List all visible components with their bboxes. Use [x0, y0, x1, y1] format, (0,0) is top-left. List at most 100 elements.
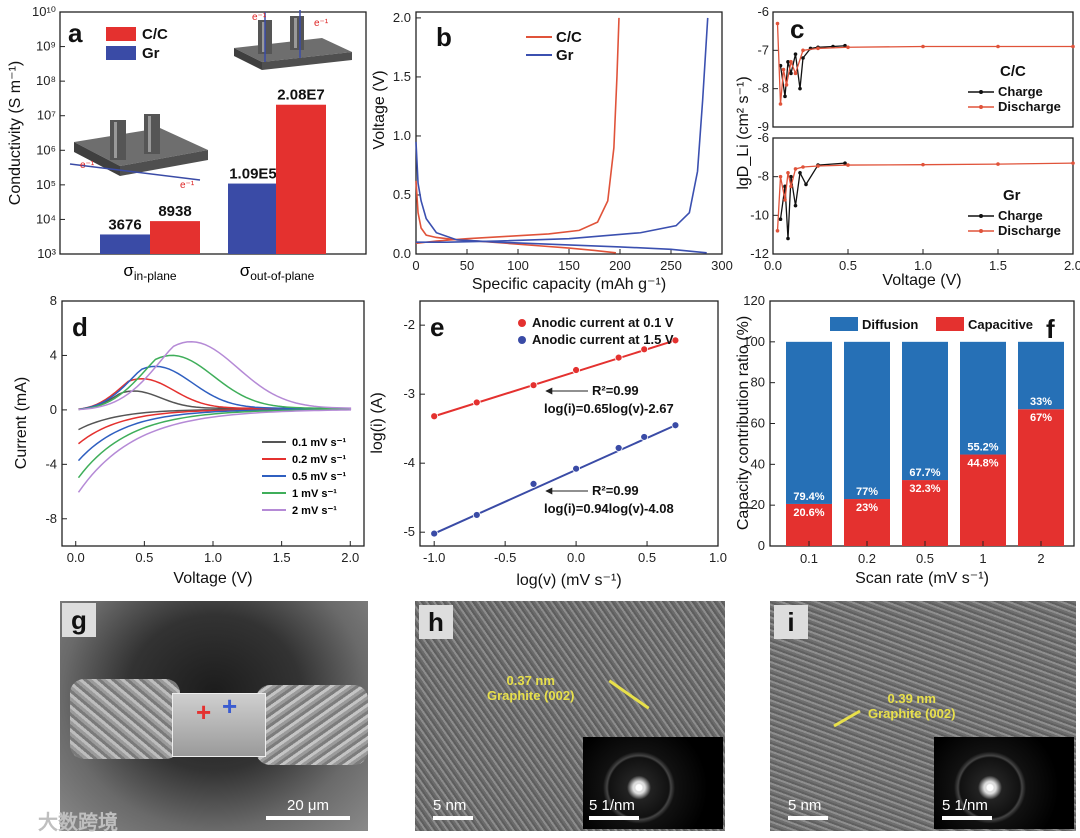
y-tick-label-a: 10⁵: [36, 177, 56, 192]
point-c-bottom-charge: [786, 236, 790, 241]
y-tick-label-d: 0: [50, 402, 57, 417]
legend-label-diffusion: Diffusion: [862, 317, 918, 332]
bar-gr-1: [228, 183, 278, 254]
x-tick-label-d: 2.0: [341, 550, 359, 565]
bar-value-label: 2.08E7: [277, 87, 325, 104]
scale-bar-h: 5 nm: [433, 797, 473, 820]
panel-label-f: f: [1046, 314, 1055, 344]
y-tick-label-c: -12: [750, 246, 769, 261]
x-tick-label-c: 1.5: [989, 258, 1007, 273]
bar-label-capacitive: 32.3%: [909, 483, 940, 495]
y-tick-label-d: -8: [45, 511, 57, 526]
point-c-bottom-discharge: [775, 229, 780, 233]
bar-label-diffusion: 33%: [1030, 396, 1052, 408]
point-c-top-discharge: [775, 21, 780, 26]
cv-curve-4: [77, 340, 352, 493]
y-tick-label-e: -5: [403, 524, 415, 539]
legend-swatch-diffusion: [830, 317, 858, 331]
point-c-top-discharge: [996, 44, 1000, 49]
panel-label-a: a: [68, 18, 83, 48]
curve-gr-charge: [416, 17, 709, 243]
bar-capacitive-1: [844, 499, 890, 546]
legend-marker-c-top: [979, 90, 983, 94]
panel-e-chart: -1.0 -0.5 0.0 0.5 1.0 -2 -3 -4 -5 e Anodic curre…: [369, 300, 727, 589]
y-tick-label-f: 80: [751, 375, 765, 390]
y-tick-label-d: -4: [45, 456, 57, 471]
bar-label-capacitive: 23%: [856, 502, 878, 514]
x-tick-label-b: 100: [507, 258, 529, 273]
legend-marker-e: [518, 319, 526, 327]
x-tick-label-d: 1.5: [273, 550, 291, 565]
legend-label-d: 0.2 mV s⁻¹: [292, 454, 346, 466]
x-tick-label-c: 0.5: [839, 258, 857, 273]
axes-frame-e: [419, 300, 719, 547]
panel-label-d: d: [72, 312, 88, 342]
legend-label-d: 0.1 mV s⁻¹: [292, 437, 346, 449]
fiber-right: [256, 685, 368, 765]
structure-sketch-out-of-plane: e⁻¹ e⁻¹: [234, 10, 352, 70]
data-point-e-1: [529, 479, 538, 488]
panel-label-c: c: [790, 14, 804, 44]
y-tick-label-f: 20: [751, 497, 765, 512]
x-tick-label-b: 150: [558, 258, 580, 273]
x-axis-label-e: log(v) (mV s⁻¹): [516, 572, 621, 589]
axes-frame-c-top: [772, 11, 1074, 128]
curve-c-bottom-charge: [779, 162, 846, 239]
bar-label-capacitive: 20.6%: [793, 507, 824, 519]
lattice-marker-h: [608, 679, 650, 710]
y-tick-label-a: 10⁹: [36, 39, 56, 54]
point-c-bottom-discharge: [1071, 161, 1075, 165]
x-tick-label-b: 300: [711, 258, 733, 273]
point-c-top-discharge: [801, 48, 805, 53]
bar-label-diffusion: 55.2%: [967, 442, 998, 454]
y-tick-label-f: 120: [743, 293, 765, 308]
legend-label-d: 1 mV s⁻¹: [292, 488, 337, 500]
x-tick-label-f: 2: [1037, 551, 1044, 566]
y-axis-label-a: Conductivity (S m⁻¹): [7, 61, 24, 205]
x-axis-label-d: Voltage (V): [173, 570, 252, 587]
bar-diffusion-0: [786, 341, 832, 504]
point-c-top-charge: [783, 94, 787, 99]
panel-label-e: e: [430, 312, 444, 342]
inset-scale-bar-i: 5 1/nm: [942, 797, 992, 820]
point-c-top-discharge: [921, 44, 925, 49]
bar-label-capacitive: 44.8%: [967, 458, 998, 470]
legend-label-d: 2 mV s⁻¹: [292, 505, 337, 517]
bar-label-diffusion: 67.7%: [909, 467, 940, 479]
bar-cc-1: [276, 104, 326, 254]
x-tick-label-d: 1.0: [204, 550, 222, 565]
bar-label-diffusion: 79.4%: [793, 491, 824, 503]
diffraction-inset-i: [934, 737, 1074, 829]
svg-text:e⁻¹: e⁻¹: [314, 18, 329, 29]
svg-text:e⁻¹: e⁻¹: [180, 180, 195, 191]
data-point-e-0: [671, 336, 680, 345]
bar-capacitive-4: [1018, 409, 1064, 546]
x-axis-label-f: Scan rate (mV s⁻¹): [855, 570, 989, 587]
y-tick-label-b: 1.5: [393, 69, 411, 84]
bar-diffusion-3: [960, 341, 1006, 455]
y-tick-label-f: 60: [751, 416, 765, 431]
x-tick-label-e: -1.0: [423, 550, 445, 565]
y-tick-label-e: -2: [403, 317, 415, 332]
tem-image-i: i 0.39 nm Graphite (002) 5 nm 5 1/nm: [770, 601, 1076, 831]
x-tick-label-f: 1: [979, 551, 986, 566]
y-axis-label-c: lgD_Li (cm² s⁻¹): [735, 76, 752, 189]
tem-image-h: h 0.37 nm Graphite (002) 5 nm 5 1/nm: [415, 601, 725, 831]
legend-label-gr-b: Gr: [556, 47, 574, 64]
y-tick-label-b: 0.5: [393, 187, 411, 202]
data-point-e-1: [640, 433, 649, 441]
legend-label-c-top: Discharge: [998, 99, 1061, 114]
point-c-bottom-discharge: [783, 198, 787, 202]
curve-gr-discharge: [415, 141, 707, 254]
y-tick-label-d: 8: [50, 293, 57, 308]
x-tick-label-b: 0: [412, 258, 419, 273]
point-c-top-discharge: [789, 60, 793, 64]
x-tick-label-c: 0.0: [764, 258, 782, 273]
y-tick-label-a: 10¹⁰: [32, 4, 56, 19]
lamella-bridge: [172, 693, 266, 757]
point-c-top-discharge: [816, 46, 820, 51]
r2-label-e: R²=0.99: [592, 483, 639, 498]
legend-swatch-capacitive: [936, 317, 964, 331]
x-tick-label-d: 0.5: [135, 550, 153, 565]
